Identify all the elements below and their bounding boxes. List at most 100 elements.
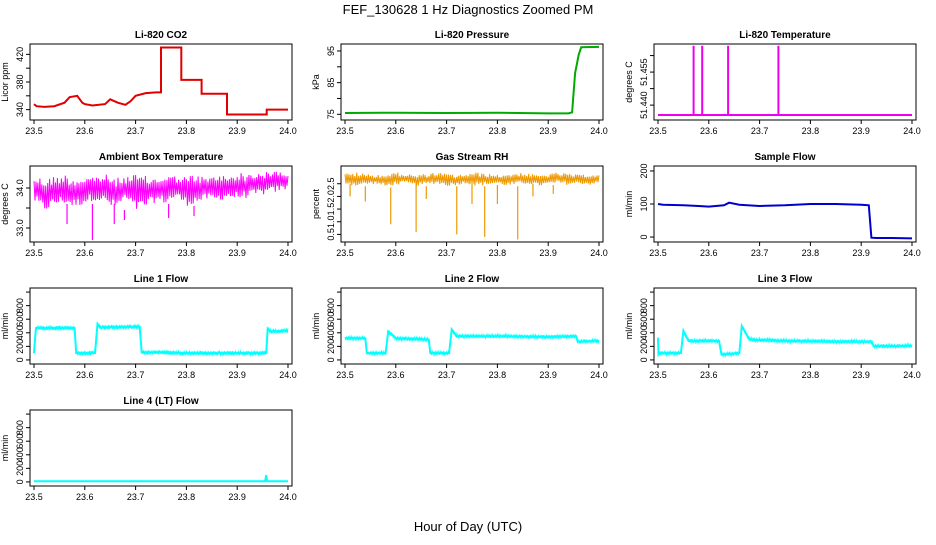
y-tick-label: 1.0 xyxy=(326,215,336,228)
y-tick-label: 0 xyxy=(639,235,649,240)
y-axis-label: degrees C xyxy=(0,183,10,225)
series-group xyxy=(33,171,289,240)
series-line xyxy=(33,46,288,116)
series-line xyxy=(344,172,600,187)
x-tick-label: 23.6 xyxy=(700,126,718,136)
x-tick-label: 23.6 xyxy=(700,370,718,380)
panel-title: Sample Flow xyxy=(754,152,815,163)
figure-x-axis-label: Hour of Day (UTC) xyxy=(414,519,522,534)
y-axis-label: ml/min xyxy=(624,313,634,340)
y-tick-label: 800 xyxy=(15,420,25,435)
x-tick-label: 23.6 xyxy=(387,370,405,380)
series-group xyxy=(33,474,289,483)
y-tick-label: 51.440 xyxy=(639,91,649,119)
series-group xyxy=(344,45,600,115)
x-tick-label: 24.0 xyxy=(590,248,608,258)
plot-frame xyxy=(653,287,917,365)
y-tick-label: 85 xyxy=(326,78,336,88)
x-tick-label: 23.6 xyxy=(700,248,718,258)
x-tick-label: 23.6 xyxy=(76,126,94,136)
y-tick-label: 600 xyxy=(326,312,336,327)
y-tick-label: 2.5 xyxy=(326,177,336,190)
plot-frame xyxy=(340,165,604,243)
x-tick-label: 23.7 xyxy=(127,126,145,136)
x-tick-label: 23.6 xyxy=(76,248,94,258)
series-line xyxy=(657,201,913,240)
y-tick-label: 400 xyxy=(15,325,25,340)
x-tick-label: 23.6 xyxy=(76,370,94,380)
x-tick-label: 23.9 xyxy=(539,370,557,380)
plot-frame xyxy=(29,165,293,243)
x-tick-label: 24.0 xyxy=(279,248,297,258)
series-line xyxy=(33,171,289,209)
y-tick-label: 380 xyxy=(15,74,25,89)
x-tick-label: 23.8 xyxy=(802,248,820,258)
series-line xyxy=(657,322,913,358)
y-tick-label: 400 xyxy=(639,325,649,340)
panel-title: Line 1 Flow xyxy=(134,274,189,285)
plot-frame xyxy=(29,409,293,487)
y-tick-label: 75 xyxy=(326,109,336,119)
series-line xyxy=(658,45,912,116)
x-tick-label: 23.6 xyxy=(387,248,405,258)
y-tick-label: 95 xyxy=(326,46,336,56)
panels-group: Li-820 CO2 Licor ppm 340 380 420 23.5 23.6 23.7… xyxy=(0,30,921,502)
y-tick-label: 200 xyxy=(326,339,336,354)
x-tick-label: 23.9 xyxy=(852,126,870,136)
x-tick-label: 23.7 xyxy=(438,370,456,380)
y-tick-label: 800 xyxy=(326,298,336,313)
x-tick-label: 23.5 xyxy=(25,248,43,258)
y-axis-label: percent xyxy=(311,188,321,219)
x-tick-label: 23.8 xyxy=(178,248,196,258)
x-tick-label: 23.5 xyxy=(336,126,354,136)
x-tick-label: 24.0 xyxy=(590,370,608,380)
series-group xyxy=(657,322,913,359)
x-tick-label: 23.9 xyxy=(539,248,557,258)
x-tick-label: 23.9 xyxy=(852,370,870,380)
x-tick-label: 23.5 xyxy=(649,126,667,136)
panel-title: Li-820 CO2 xyxy=(135,30,188,41)
x-tick-label: 23.5 xyxy=(336,370,354,380)
x-tick-label: 23.6 xyxy=(76,492,94,502)
x-tick-label: 23.7 xyxy=(127,370,145,380)
y-tick-label: 800 xyxy=(15,298,25,313)
x-tick-label: 24.0 xyxy=(279,126,297,136)
y-tick-label: 0 xyxy=(326,357,336,362)
x-tick-label: 23.8 xyxy=(178,370,196,380)
y-tick-label: 400 xyxy=(326,325,336,340)
y-tick-label: 420 xyxy=(15,47,25,62)
x-tick-label: 23.7 xyxy=(751,370,769,380)
y-tick-label: 200 xyxy=(639,339,649,354)
y-axis-label: ml/min xyxy=(0,313,10,340)
panel-title: Line 4 (LT) Flow xyxy=(123,396,199,407)
y-tick-label: 1.5 xyxy=(326,203,336,216)
x-tick-label: 23.9 xyxy=(852,248,870,258)
x-tick-label: 24.0 xyxy=(279,370,297,380)
panel-title: Li-820 Pressure xyxy=(435,30,510,41)
x-tick-label: 23.9 xyxy=(539,126,557,136)
panel-title: Gas Stream RH xyxy=(436,152,509,163)
x-tick-label: 23.8 xyxy=(178,492,196,502)
y-axis-label: kPa xyxy=(311,74,321,90)
series-group xyxy=(658,45,912,116)
panel-3: Li-820 Temperature degrees C 51.440 51.455 2… xyxy=(624,30,921,136)
y-tick-label: 0 xyxy=(639,357,649,362)
y-tick-label: 200 xyxy=(639,163,649,178)
plot-frame xyxy=(340,287,604,365)
y-tick-label: 34.0 xyxy=(15,179,25,197)
y-tick-label: 800 xyxy=(639,298,649,313)
y-axis-label: ml/min xyxy=(0,435,10,462)
x-tick-label: 24.0 xyxy=(903,370,921,380)
series-line xyxy=(34,474,288,483)
panel-title: Line 3 Flow xyxy=(758,274,813,285)
panel-title: Ambient Box Temperature xyxy=(99,152,224,163)
x-tick-label: 23.9 xyxy=(228,492,246,502)
x-tick-label: 23.7 xyxy=(127,492,145,502)
y-tick-label: 200 xyxy=(15,461,25,476)
panel-6: Sample Flow ml/min 0 100 200 23.5 23.6 23.7 23.8… xyxy=(624,152,921,258)
y-tick-label: 200 xyxy=(15,339,25,354)
plot-frame xyxy=(340,43,604,121)
